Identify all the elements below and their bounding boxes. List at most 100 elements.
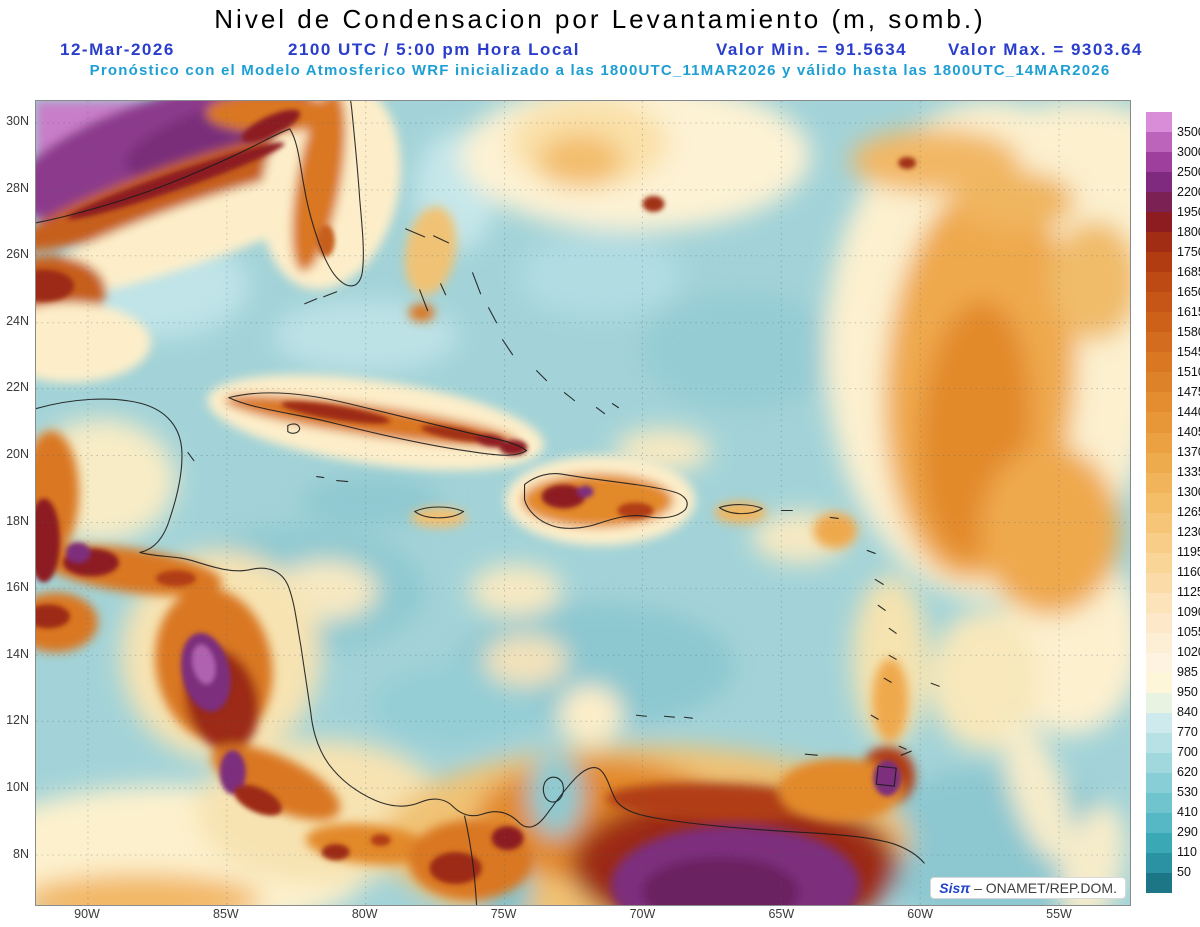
colorbar-segment [1146, 452, 1172, 473]
colorbar-segment [1146, 712, 1172, 733]
lat-label-18N: 18N [6, 513, 29, 528]
lat-label-24N: 24N [6, 313, 29, 328]
lat-axis: 30N 28N 26N 24N 22N 20N 18N 16N 14N 12N 10N 8N [0, 0, 32, 927]
lat-label-28N: 28N [6, 180, 29, 195]
colorbar-tick-1545: 1545 [1177, 344, 1200, 359]
colorbar-tick-1800: 1800 [1177, 224, 1200, 239]
lon-label-70W: 70W [629, 907, 656, 921]
colorbar-tick-1950: 1950 [1177, 204, 1200, 219]
run-date: 12-Mar-2026 [60, 40, 175, 59]
colorbar-tick-2200: 2200 [1177, 184, 1200, 199]
colorbar-segment [1146, 132, 1172, 153]
value-min-label: Valor Min. = 91.5634 [716, 40, 908, 59]
colorbar-segment [1146, 152, 1172, 173]
colorbar-segment [1146, 112, 1172, 133]
colorbar-tick-1440: 1440 [1177, 404, 1200, 419]
colorbar-tick-410: 410 [1177, 805, 1198, 820]
colorbar-segment [1146, 192, 1172, 213]
colorbar-segment [1146, 853, 1172, 874]
colorbar-segment [1146, 172, 1172, 193]
colorbar-segment [1146, 232, 1172, 253]
colorbar-tick-1685: 1685 [1177, 264, 1200, 279]
colorbar-segment [1146, 632, 1172, 653]
colorbar-segment [1146, 372, 1172, 393]
lat-label-8N: 8N [13, 846, 29, 861]
graticule [36, 101, 1130, 905]
colorbar-tick-290: 290 [1177, 825, 1198, 840]
colorbar-tick-1090: 1090 [1177, 605, 1200, 620]
colorbar-segment [1146, 552, 1172, 573]
colorbar-segment [1146, 472, 1172, 493]
lon-label-80W: 80W [351, 907, 378, 921]
colorbar-tick-840: 840 [1177, 705, 1198, 720]
lat-label-22N: 22N [6, 380, 29, 395]
colorbar-segment [1146, 732, 1172, 753]
colorbar-tick-1195: 1195 [1177, 545, 1200, 560]
colorbar [1146, 112, 1172, 894]
lat-label-20N: 20N [6, 447, 29, 461]
lon-label-60W: 60W [907, 907, 933, 921]
page-title: Nivel de Condensacion por Levantamiento … [214, 4, 986, 34]
colorbar-tick-1230: 1230 [1177, 525, 1200, 540]
colorbar-segment [1146, 512, 1172, 533]
colorbar-segment [1146, 692, 1172, 713]
colorbar-segment [1146, 793, 1172, 814]
colorbar-tick-1300: 1300 [1177, 484, 1200, 499]
colorbar-segment [1146, 212, 1172, 233]
colorbar-segment [1146, 652, 1172, 673]
lon-axis: 90W 85W 80W 75W 70W 65W 60W 55W [0, 906, 1200, 926]
colorbar-tick-1750: 1750 [1177, 244, 1200, 259]
colorbar-segment [1146, 532, 1172, 553]
colorbar-segment [1146, 292, 1172, 313]
colorbar-segment [1146, 672, 1172, 693]
colorbar-tick-1370: 1370 [1177, 444, 1200, 459]
colorbar-tick-1335: 1335 [1177, 464, 1200, 479]
colorbar-tick-1510: 1510 [1177, 364, 1200, 379]
watermark: Sisπ – ONAMET/REP.DOM. [930, 877, 1126, 899]
forecast-note: Pronóstico con el Modelo Atmosferico WRF… [89, 62, 1111, 79]
colorbar-tick-1615: 1615 [1177, 304, 1200, 319]
lon-label-65W: 65W [768, 907, 795, 921]
lon-label-75W: 75W [490, 907, 517, 921]
map-svg [36, 101, 1130, 905]
colorbar-tick-770: 770 [1177, 725, 1198, 740]
colorbar-segment [1146, 572, 1172, 593]
lat-label-16N: 16N [6, 580, 29, 595]
colorbar-segment [1146, 352, 1172, 373]
lon-label-85W: 85W [213, 907, 239, 921]
colorbar-segment [1146, 592, 1172, 613]
valid-time: 2100 UTC / 5:00 pm Hora Local [288, 40, 580, 59]
colorbar-segment [1146, 412, 1172, 433]
map-canvas: Sisπ – ONAMET/REP.DOM. [35, 100, 1131, 906]
lon-label-55W: 55W [1046, 907, 1072, 921]
colorbar-tick-1580: 1580 [1177, 324, 1200, 339]
colorbar-tick-950: 950 [1177, 685, 1198, 700]
colorbar-tick-50: 50 [1177, 865, 1191, 880]
colorbar-tick-530: 530 [1177, 785, 1198, 800]
watermark-text: – ONAMET/REP.DOM. [974, 880, 1117, 896]
colorbar-tick-985: 985 [1177, 665, 1198, 680]
colorbar-tick-1055: 1055 [1177, 625, 1200, 640]
colorbar-segment [1146, 813, 1172, 834]
colorbar-segment [1146, 873, 1172, 894]
colorbar-tick-1405: 1405 [1177, 424, 1200, 439]
colorbar-tick-110: 110 [1177, 845, 1197, 860]
colorbar-segment [1146, 312, 1172, 333]
colorbar-segment [1146, 773, 1172, 794]
colorbar-tick-700: 700 [1177, 745, 1198, 760]
colorbar-segment [1146, 332, 1172, 353]
colorbar-segment [1146, 833, 1172, 854]
colorbar-segment [1146, 392, 1172, 413]
colorbar-tick-3500: 3500 [1177, 124, 1200, 139]
lat-label-12N: 12N [6, 713, 29, 728]
value-max-label: Valor Max. = 9303.64 [948, 40, 1143, 59]
colorbar-segment [1146, 612, 1172, 633]
lat-label-26N: 26N [6, 247, 29, 262]
colorbar-tick-1475: 1475 [1177, 384, 1200, 399]
colorbar-tick-1160: 1160 [1177, 565, 1200, 580]
lat-label-14N: 14N [6, 646, 29, 661]
colorbar-segment [1146, 252, 1172, 273]
colorbar-segment [1146, 272, 1172, 293]
watermark-logo: Sisπ [939, 880, 971, 896]
